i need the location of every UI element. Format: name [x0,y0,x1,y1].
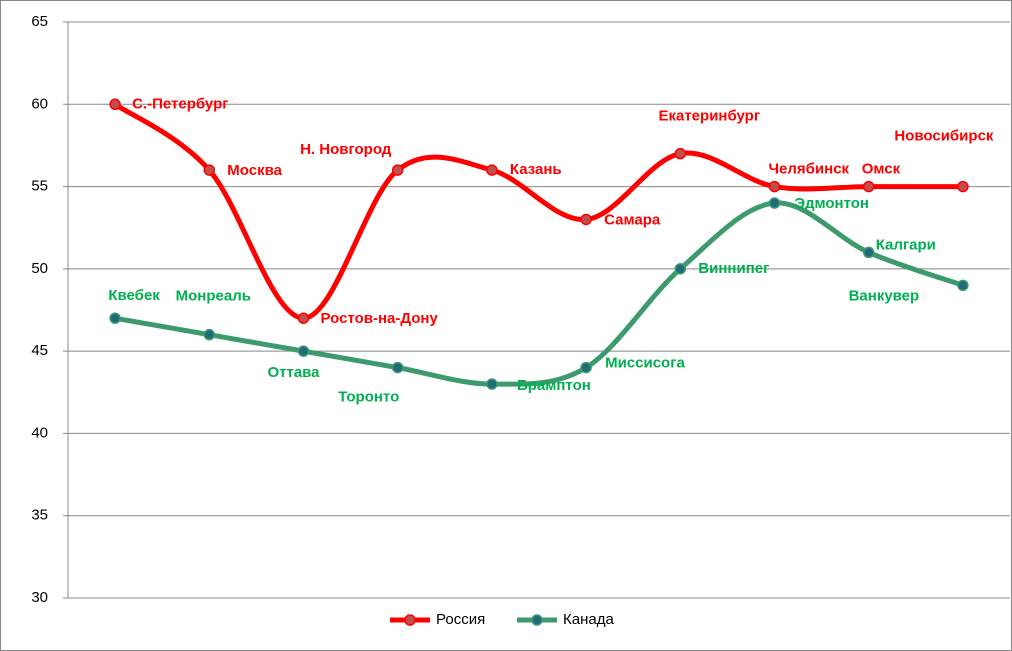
point-label: Брамптон [517,377,591,394]
data-point [674,147,687,160]
point-label: Виннипег [698,260,769,277]
data-point [203,328,216,341]
data-point [203,164,216,176]
legend-label: Россия [436,611,485,628]
data-point [109,98,121,111]
series-line [114,200,964,387]
point-label: Новосибирск [894,128,994,145]
data-point [957,180,969,193]
series-line [113,102,963,321]
legend-marker [531,614,543,626]
y-tick-label: 30 [31,589,48,606]
point-label: Квебек [108,287,160,304]
y-tick-label: 35 [31,507,48,524]
data-point [109,312,121,324]
data-point [580,361,592,374]
y-tick-label: 45 [31,342,48,359]
point-label: Монреаль [176,288,251,305]
y-tick-label: 55 [31,178,48,195]
data-point [580,213,592,226]
point-label: Ванкувер [849,287,920,304]
data-point [297,345,310,357]
point-label: Эдмонтон [795,195,870,212]
point-label: Оттава [267,364,320,381]
data-point [391,361,404,374]
data-point [957,279,969,292]
data-point [862,246,875,259]
point-label: Миссисога [605,355,685,372]
data-point [768,180,781,193]
point-label: Самара [604,211,661,228]
point-label: Казань [510,161,562,178]
point-label: Челябинск [769,161,850,178]
y-tick-label: 60 [31,95,48,112]
point-label: Калгари [876,236,936,253]
point-label: Омск [862,161,901,178]
point-label: Н. Новгород [300,141,392,158]
data-point [674,263,687,275]
point-label: Ростов-на-Дону [321,310,439,327]
data-point [486,164,498,176]
legend-label: Канада [563,611,614,628]
y-tick-label: 40 [31,424,48,441]
data-point [768,197,781,209]
point-label: Торонто [338,389,399,406]
y-tick-label: 65 [31,13,48,30]
data-point [297,312,310,324]
data-point [486,378,498,390]
data-point [862,180,875,193]
point-label: Москва [227,162,282,179]
y-tick-label: 50 [31,260,48,277]
data-point [391,164,404,176]
legend-marker [404,614,416,626]
point-label: Екатеринбург [658,108,760,125]
point-label: С.-Петербург [132,95,228,112]
